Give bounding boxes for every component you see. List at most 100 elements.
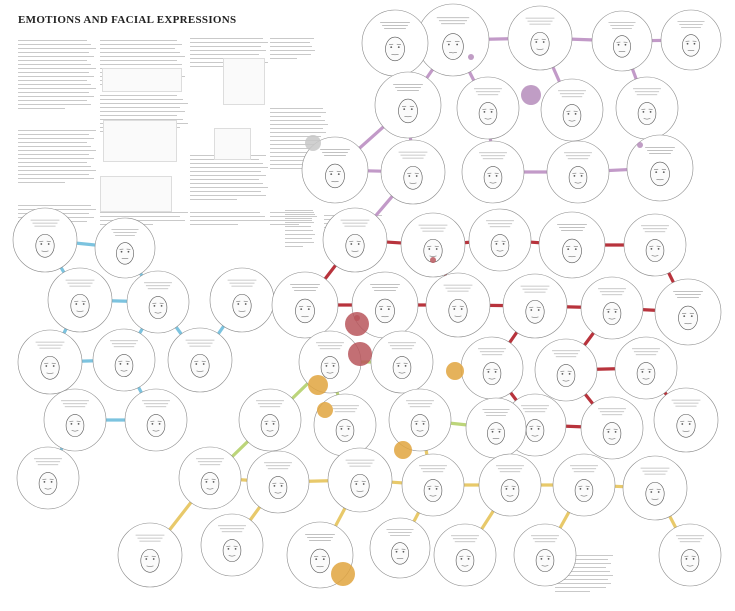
expression-node	[92, 328, 156, 392]
expression-node	[126, 270, 190, 334]
eye-right	[657, 248, 660, 250]
expression-node	[271, 271, 339, 339]
face-outline	[335, 419, 355, 443]
mouth	[196, 370, 204, 372]
mouth	[341, 435, 349, 437]
expression-node	[370, 330, 434, 394]
expression-node	[513, 523, 577, 587]
text-line	[285, 238, 313, 240]
eye-right	[272, 423, 275, 425]
expression-node	[660, 9, 722, 71]
face-outline	[200, 472, 220, 496]
highlight-dot	[345, 312, 369, 336]
mouth	[536, 48, 544, 50]
face-outline	[222, 539, 242, 563]
text-line	[270, 216, 317, 218]
text-line	[18, 64, 92, 66]
text-line	[270, 140, 325, 142]
text-line	[18, 178, 94, 180]
eye-right	[422, 423, 425, 425]
text-line	[100, 48, 175, 50]
mouth	[154, 312, 162, 314]
text-line	[100, 52, 180, 54]
eye-right	[502, 243, 505, 245]
eye-left	[350, 243, 353, 245]
mouth	[356, 490, 364, 492]
eye-left	[330, 173, 333, 176]
text-line	[555, 579, 608, 581]
text-line	[285, 246, 303, 248]
eye-right	[467, 558, 470, 560]
eye-right	[362, 483, 365, 485]
mouth	[651, 498, 659, 500]
text-line	[18, 76, 94, 78]
face-outline	[391, 542, 409, 565]
eye-left	[505, 488, 508, 490]
face-outline	[562, 238, 582, 264]
eye-right	[657, 491, 660, 493]
highlight-dot	[430, 257, 436, 263]
highlight-dot	[468, 54, 474, 60]
eye-right	[624, 43, 627, 46]
expression-node	[322, 207, 388, 273]
text-line	[270, 160, 325, 162]
face-outline	[490, 234, 510, 258]
mouth	[44, 488, 52, 490]
mouth	[404, 116, 412, 118]
mouth	[228, 555, 236, 557]
face-outline	[568, 166, 588, 190]
eye-left	[487, 371, 490, 373]
face-outline	[65, 414, 85, 438]
mouth	[71, 430, 79, 432]
eye-left	[488, 175, 491, 177]
eye-right	[337, 173, 340, 176]
eye-right	[495, 175, 498, 177]
face-outline	[114, 354, 134, 378]
eye-right	[568, 373, 571, 375]
expression-node	[615, 76, 679, 140]
face-outline	[375, 298, 395, 324]
mouth	[489, 182, 497, 184]
expression-node	[361, 9, 429, 77]
face-outline	[40, 355, 60, 380]
eye-right	[202, 363, 205, 365]
eye-left	[561, 373, 564, 375]
eye-right	[307, 308, 310, 311]
face-outline	[535, 549, 555, 573]
eye-right	[435, 488, 438, 490]
text-line	[270, 108, 323, 110]
mouth	[429, 255, 437, 257]
eye-left	[650, 491, 653, 493]
mouth	[381, 316, 389, 318]
expression-node	[591, 10, 653, 72]
eye-right	[357, 243, 360, 245]
eye-right	[160, 305, 163, 307]
eye-left	[530, 309, 533, 311]
eye-right	[580, 175, 583, 177]
eye-right	[490, 111, 493, 113]
eye-left	[495, 243, 498, 245]
expression-node	[167, 327, 233, 393]
eye-left	[205, 481, 208, 483]
text-line	[190, 183, 264, 185]
mouth	[429, 495, 437, 497]
mouth	[398, 372, 406, 374]
text-line	[18, 170, 96, 172]
mouth	[121, 258, 129, 260]
text-line	[18, 48, 96, 50]
mouth	[608, 318, 616, 320]
eye-left	[655, 171, 658, 174]
eye-right	[649, 111, 652, 113]
face-outline	[682, 34, 700, 57]
text-line	[285, 210, 314, 212]
mouth	[608, 438, 616, 440]
mouth	[449, 52, 457, 54]
text-line	[18, 150, 96, 152]
text-line	[555, 559, 608, 561]
eye-left	[43, 481, 46, 483]
text-line	[100, 212, 188, 214]
mouth	[684, 323, 692, 325]
text-line	[270, 168, 305, 170]
face-outline	[525, 419, 545, 443]
expression-node	[534, 338, 598, 402]
